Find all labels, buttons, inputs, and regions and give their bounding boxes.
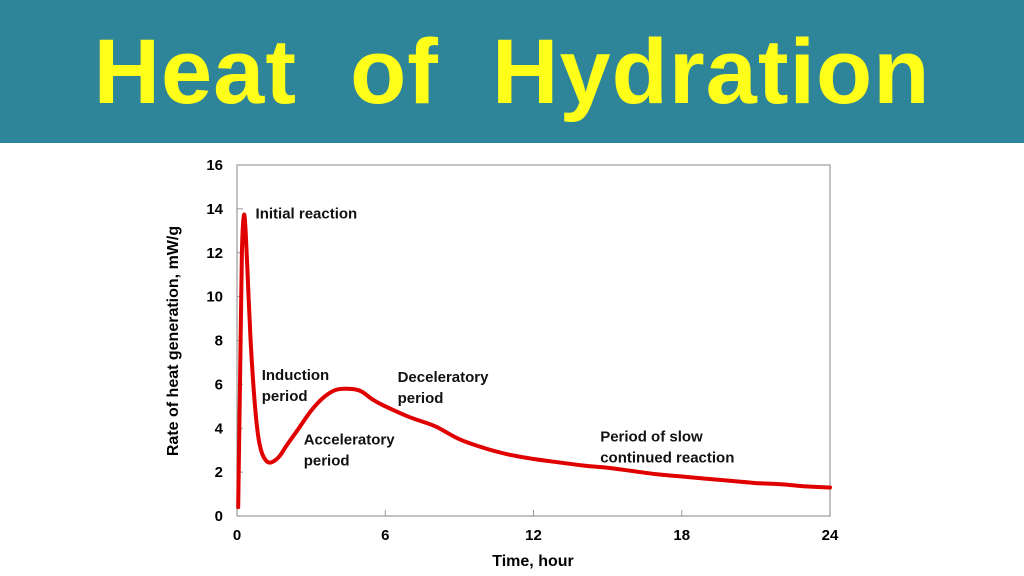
annotation-line: Acceleratory <box>304 432 396 449</box>
y-tick-label: 10 <box>206 289 223 306</box>
annotation-line: period <box>398 390 444 407</box>
x-tick-label: 18 <box>673 527 690 544</box>
annotation-line: Initial reaction <box>256 206 358 223</box>
annotation: Acceleratory period <box>304 432 396 470</box>
y-tick-label: 12 <box>206 245 223 262</box>
page-title: Heat of Hydration <box>93 20 931 123</box>
y-tick-label: 14 <box>206 201 223 218</box>
series-line <box>236 212 832 510</box>
annotations-layer: Initial reactionInductionperiodAccelerat… <box>256 206 735 470</box>
title-banner: Heat of Hydration <box>0 0 1024 143</box>
x-tick-label: 12 <box>525 527 542 544</box>
y-axis-label: Rate of heat generation, mW/g <box>165 226 182 456</box>
y-tick-label: 6 <box>215 376 223 393</box>
annotation-line: continued reaction <box>600 449 734 466</box>
annotation: Induction period <box>262 367 330 405</box>
y-tick-label: 16 <box>206 157 223 174</box>
x-tick-label: 24 <box>822 527 839 544</box>
annotation-line: period <box>304 453 350 470</box>
series-layer <box>236 212 832 510</box>
x-tick-label: 0 <box>233 527 241 544</box>
annotation: Deceleratory period <box>398 369 490 407</box>
annotation-line: Induction <box>262 367 330 384</box>
y-tick-label: 4 <box>215 420 224 437</box>
annotation: Initial reaction <box>256 206 358 223</box>
x-tick-label: 6 <box>381 527 389 544</box>
annotation: Period of slow continued reaction <box>600 428 734 466</box>
y-tick-label: 2 <box>215 464 223 481</box>
y-tick-label: 0 <box>215 508 223 525</box>
annotation-line: period <box>262 388 308 405</box>
x-axis-label: Time, hour <box>492 553 574 570</box>
annotation-line: Deceleratory <box>398 369 490 386</box>
annotation-line: Period of slow <box>600 428 703 445</box>
y-tick-label: 8 <box>215 333 223 350</box>
